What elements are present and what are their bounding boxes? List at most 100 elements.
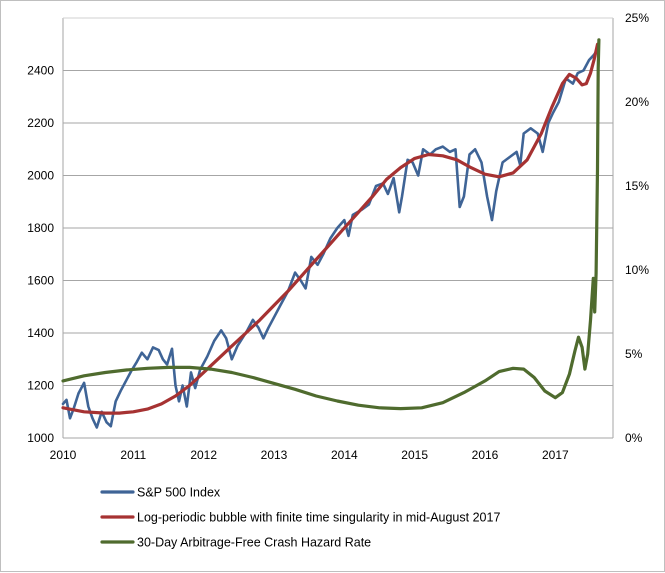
series-1-point	[136, 361, 138, 363]
series-1-point	[125, 379, 127, 381]
series-1-point	[387, 193, 389, 195]
series-1-point	[87, 405, 89, 407]
series-2-point	[301, 274, 303, 276]
series-2-point	[371, 195, 373, 197]
series-1-point	[304, 287, 306, 289]
series-2-point	[217, 358, 219, 360]
x-tick-label: 2011	[120, 448, 146, 462]
series-2-point	[62, 407, 64, 409]
series-2-point	[470, 166, 472, 168]
series-1-point	[96, 426, 98, 428]
series-2-point	[231, 345, 233, 347]
series-2-point	[203, 371, 205, 373]
series-1-point	[336, 227, 338, 229]
series-3-point	[498, 370, 500, 372]
series-3-point	[315, 395, 317, 397]
series-1-point	[558, 101, 560, 103]
series-1-point	[257, 327, 259, 329]
series-3-point	[594, 311, 596, 313]
series-1-point	[417, 174, 419, 176]
series-2-point	[442, 155, 444, 157]
series-1-point	[162, 358, 164, 360]
series-1-point	[582, 69, 584, 71]
series-1-point	[577, 72, 579, 74]
x-tick-label: 2012	[190, 448, 217, 462]
series-1-point	[530, 127, 532, 129]
series-2-point	[83, 411, 85, 413]
series-1-point	[231, 358, 233, 360]
series-2-point	[589, 72, 591, 74]
series-1-point	[190, 371, 192, 373]
series-2-point	[273, 304, 275, 306]
series-1-point	[508, 156, 510, 158]
series-1-point	[552, 111, 554, 113]
series-3-point	[484, 380, 486, 382]
series-3-point	[210, 368, 212, 370]
series-3-point	[104, 371, 106, 373]
series-1-point	[141, 352, 143, 354]
series-2-point	[343, 227, 345, 229]
series-1-point	[181, 384, 183, 386]
series-3-point	[463, 391, 465, 393]
series-1-point	[186, 405, 188, 407]
series-1-point	[158, 349, 160, 351]
series-1-point	[194, 387, 196, 389]
series-2-point	[575, 77, 577, 79]
series-1-point	[542, 151, 544, 153]
series-1-point	[463, 195, 465, 197]
y-right-tick-label: 25%	[625, 11, 649, 25]
series-2-point	[456, 159, 458, 161]
series-2-point	[287, 290, 289, 292]
series-2-point	[132, 411, 134, 413]
series-1-point	[347, 235, 349, 237]
series-3-point	[62, 380, 64, 382]
y-left-tick-label: 2200	[27, 116, 54, 130]
series-1-point	[171, 348, 173, 350]
series-1-point	[294, 271, 296, 273]
series-1-point	[459, 206, 461, 208]
series-1-point	[454, 148, 456, 150]
series-1-point	[468, 153, 470, 155]
series-3-point	[598, 39, 600, 41]
series-1-point	[442, 145, 444, 147]
y-left-tick-label: 2400	[27, 64, 54, 78]
series-1-point	[252, 319, 254, 321]
series-2-point	[551, 106, 553, 108]
series-1-point	[220, 329, 222, 331]
gridlines	[63, 70, 613, 439]
y-left-tick-label: 1800	[27, 221, 54, 235]
series-3-point	[512, 367, 514, 369]
series-3-point	[597, 67, 599, 69]
series-1-point	[213, 340, 215, 342]
series-1-point	[236, 345, 238, 347]
series-3-point	[231, 371, 233, 373]
series-2-point	[259, 319, 261, 321]
series-1-point	[537, 132, 539, 134]
series-1-point	[343, 219, 345, 221]
series-line-2	[61, 42, 600, 415]
series-1-point	[115, 400, 117, 402]
series-3-point	[523, 368, 525, 370]
series-2-point	[593, 59, 595, 61]
series-3-point	[595, 272, 597, 274]
series-1-point	[449, 151, 451, 153]
legend-label: 30-Day Arbitrage-Free Crash Hazard Rate	[137, 536, 371, 550]
series-3-point	[592, 277, 594, 279]
series-3-point	[596, 168, 598, 170]
x-tick-label: 2013	[261, 448, 288, 462]
y-left-tick-label: 1000	[27, 431, 54, 445]
x-tick-label: 2015	[401, 448, 428, 462]
y-left-tick-label: 1600	[27, 274, 54, 288]
series-2-point	[414, 157, 416, 159]
series-2-point	[585, 82, 587, 84]
series-1-point	[280, 303, 282, 305]
series-1-point	[515, 151, 517, 153]
series-2-point	[512, 172, 514, 174]
series-1-point	[273, 316, 275, 318]
series-2-point	[146, 408, 148, 410]
series-2-point	[484, 173, 486, 175]
series-1-point	[206, 355, 208, 357]
y-left-tick-label: 1400	[27, 326, 54, 340]
